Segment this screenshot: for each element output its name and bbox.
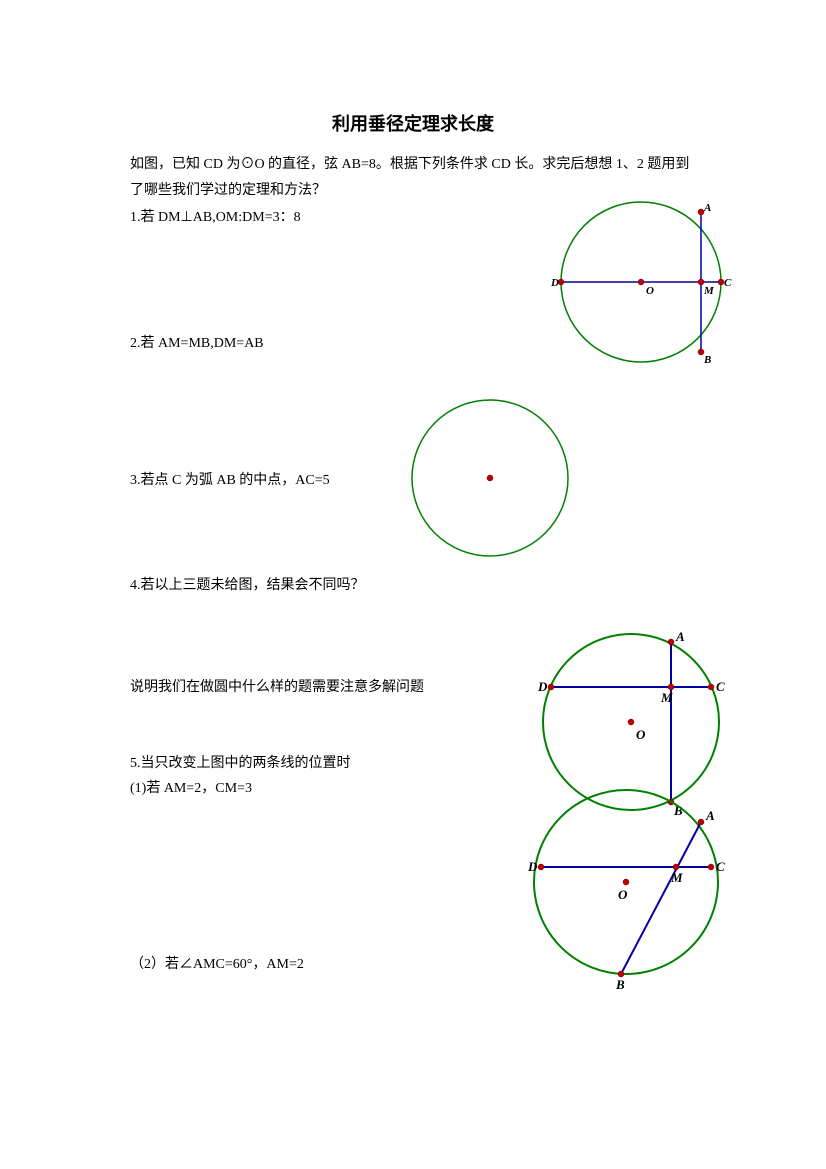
- svg-text:C: C: [716, 679, 725, 694]
- figure-1: D C O M A B: [546, 197, 746, 372]
- svg-text:O: O: [646, 285, 654, 297]
- question-1-row: 1.若 DM⊥AB,OM:DM=3：8 DCOMAB 2.若 AM=MB,DM=…: [130, 207, 696, 356]
- svg-text:B: B: [615, 977, 625, 992]
- svg-text:A: A: [675, 629, 685, 644]
- svg-text:O: O: [636, 727, 646, 742]
- svg-text:A: A: [705, 808, 715, 823]
- svg-text:B: B: [703, 354, 711, 366]
- page-root: 利用垂径定理求长度 如图，已知 CD 为⊙O 的直径，弦 AB=8。根据下列条件…: [0, 0, 826, 1019]
- svg-text:M: M: [670, 870, 683, 885]
- svg-text:D: D: [527, 859, 538, 874]
- question-3-row: 3.若点 C 为弧 AB 的中点，AC=5: [130, 408, 696, 573]
- svg-text:O: O: [618, 887, 628, 902]
- svg-text:D: D: [550, 277, 559, 289]
- svg-text:A: A: [703, 202, 711, 214]
- figure-2: [410, 398, 570, 558]
- svg-text:D: D: [537, 679, 548, 694]
- svg-text:C: C: [716, 859, 725, 874]
- svg-text:M: M: [660, 690, 673, 705]
- intro-line-1: 如图，已知 CD 为⊙O 的直径，弦 AB=8。根据下列条件求 CD 长。求完后…: [130, 154, 696, 176]
- question-5-block: 说明我们在做圆中什么样的题需要注意多解问题 5.当只改变上图中的两条线的位置时 …: [130, 677, 696, 977]
- svg-text:M: M: [703, 285, 715, 297]
- question-3: 3.若点 C 为弧 AB 的中点，AC=5: [130, 470, 330, 492]
- svg-text:C: C: [724, 277, 732, 289]
- question-4: 4.若以上三题未给图，结果会不同吗？: [130, 575, 696, 597]
- figure-4: D C O M A B: [526, 787, 736, 997]
- doc-title: 利用垂径定理求长度: [130, 110, 696, 136]
